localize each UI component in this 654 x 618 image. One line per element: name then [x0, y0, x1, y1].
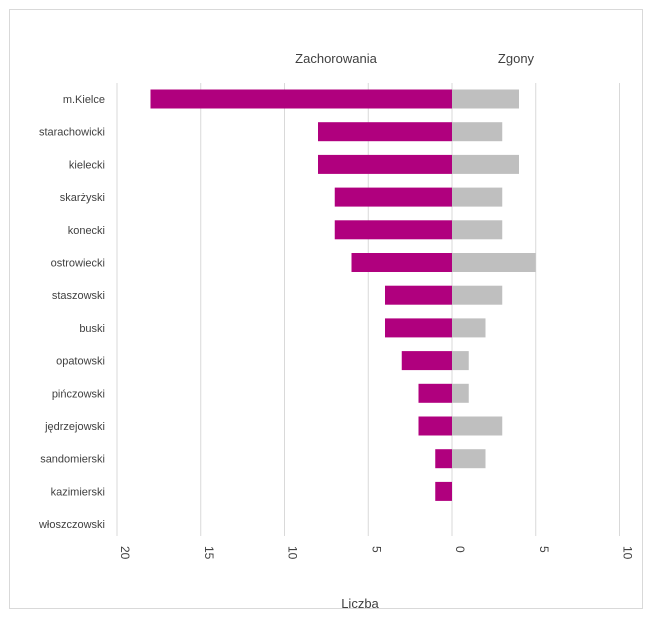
bar-zachorowania — [435, 449, 452, 469]
bar-zgony — [452, 449, 486, 469]
bars-group — [150, 89, 536, 501]
x-axis-title: Liczba — [341, 596, 379, 611]
x-tick-label: 5 — [537, 546, 551, 553]
series-name-zgony: Zgony — [498, 51, 535, 66]
bar-zachorowania — [351, 253, 452, 272]
bar-zachorowania — [385, 318, 452, 338]
bar-zachorowania — [418, 416, 452, 436]
bar-zgony — [452, 285, 503, 305]
bar-zgony — [452, 89, 519, 109]
category-label: skarżyski — [60, 192, 105, 204]
x-tick-label: 15 — [202, 546, 216, 560]
x-tick-label: 10 — [286, 546, 300, 560]
category-label: kielecki — [69, 159, 105, 171]
category-label: pińczowski — [52, 388, 105, 400]
category-label: starachowicki — [39, 127, 105, 139]
x-tick-label: 10 — [621, 546, 635, 560]
bar-zachorowania — [150, 89, 452, 109]
category-label: konecki — [68, 225, 105, 237]
x-tick-label: 0 — [453, 546, 467, 553]
series-name-zachorowania: Zachorowania — [295, 51, 377, 66]
bar-zgony — [452, 383, 469, 403]
x-tick-labels: 20 15 10 5 0 5 10 — [118, 546, 635, 560]
bar-zgony — [452, 318, 486, 338]
bar-zgony — [452, 154, 519, 174]
category-label: ostrowiecki — [51, 258, 105, 270]
category-label: opatowski — [56, 356, 105, 368]
category-label: kazimierski — [51, 486, 105, 498]
bar-zgony — [452, 122, 503, 142]
category-label: jędrzejowski — [44, 421, 105, 433]
category-labels: m.Kielce starachowicki kielecki skarżyski ko… — [38, 94, 105, 531]
bar-zgony — [452, 351, 469, 371]
bar-zachorowania — [418, 383, 452, 403]
chart-frame — [9, 9, 643, 609]
category-label: staszowski — [52, 290, 105, 302]
bar-zachorowania — [318, 122, 452, 142]
bar-zgony — [452, 187, 503, 207]
x-tick-label: 5 — [369, 546, 383, 553]
category-label: m.Kielce — [63, 94, 105, 106]
bar-zachorowania — [318, 154, 452, 174]
bar-zachorowania — [435, 481, 452, 501]
category-label: włoszczowski — [38, 519, 105, 531]
bar-zachorowania — [385, 285, 452, 305]
bar-zachorowania — [401, 351, 452, 371]
x-tick-label: 20 — [118, 546, 132, 560]
bar-zachorowania — [334, 220, 452, 240]
bar-zgony — [452, 253, 536, 272]
category-label: buski — [79, 323, 105, 335]
bar-zgony — [452, 416, 503, 436]
gridlines — [116, 83, 620, 536]
bar-zachorowania — [334, 187, 452, 207]
category-label: sandomierski — [40, 454, 105, 466]
bar-zgony — [452, 220, 503, 240]
